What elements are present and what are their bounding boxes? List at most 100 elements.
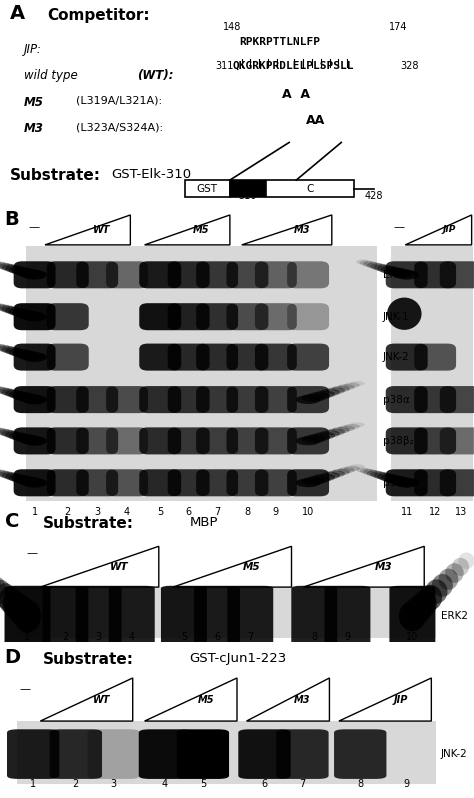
FancyBboxPatch shape bbox=[14, 303, 55, 330]
FancyBboxPatch shape bbox=[196, 386, 238, 413]
Ellipse shape bbox=[0, 346, 15, 352]
Ellipse shape bbox=[425, 579, 447, 603]
Text: Competitor:: Competitor: bbox=[47, 8, 150, 23]
Text: 7: 7 bbox=[299, 779, 306, 788]
FancyBboxPatch shape bbox=[17, 587, 436, 638]
Text: (L323A/S324A):: (L323A/S324A): bbox=[76, 122, 163, 132]
Ellipse shape bbox=[344, 466, 360, 471]
Text: 5: 5 bbox=[181, 632, 187, 642]
Polygon shape bbox=[145, 678, 237, 721]
FancyBboxPatch shape bbox=[139, 729, 191, 779]
Text: A  A: A A bbox=[282, 88, 310, 101]
Ellipse shape bbox=[1, 346, 19, 354]
FancyBboxPatch shape bbox=[76, 469, 118, 496]
Ellipse shape bbox=[15, 434, 38, 443]
Ellipse shape bbox=[356, 259, 368, 264]
Text: Substrate:: Substrate: bbox=[43, 652, 134, 667]
Text: —: — bbox=[28, 222, 39, 232]
Text: 3: 3 bbox=[96, 632, 101, 642]
Ellipse shape bbox=[22, 312, 47, 322]
FancyBboxPatch shape bbox=[177, 729, 229, 779]
Ellipse shape bbox=[432, 574, 453, 597]
Text: 4: 4 bbox=[129, 632, 135, 642]
Ellipse shape bbox=[0, 262, 6, 267]
Ellipse shape bbox=[405, 595, 431, 624]
Ellipse shape bbox=[0, 260, 1, 266]
Text: 311: 311 bbox=[216, 61, 234, 71]
FancyBboxPatch shape bbox=[7, 729, 59, 779]
Ellipse shape bbox=[12, 309, 33, 318]
Text: (WT):: (WT): bbox=[137, 69, 174, 82]
Ellipse shape bbox=[314, 474, 335, 481]
Ellipse shape bbox=[360, 468, 373, 474]
FancyBboxPatch shape bbox=[185, 180, 230, 197]
Text: 11: 11 bbox=[401, 507, 413, 517]
FancyBboxPatch shape bbox=[440, 469, 474, 496]
Text: 328: 328 bbox=[401, 61, 419, 71]
FancyBboxPatch shape bbox=[168, 344, 210, 370]
FancyBboxPatch shape bbox=[386, 344, 428, 370]
Ellipse shape bbox=[15, 393, 38, 401]
FancyBboxPatch shape bbox=[168, 469, 210, 496]
Ellipse shape bbox=[0, 302, 1, 307]
FancyBboxPatch shape bbox=[14, 344, 55, 370]
Ellipse shape bbox=[22, 395, 47, 405]
FancyBboxPatch shape bbox=[196, 261, 238, 288]
Ellipse shape bbox=[394, 478, 419, 488]
Text: 148: 148 bbox=[223, 22, 241, 33]
Text: —: — bbox=[19, 685, 30, 694]
Text: M3: M3 bbox=[24, 122, 44, 135]
Ellipse shape bbox=[19, 477, 42, 486]
FancyBboxPatch shape bbox=[292, 586, 337, 646]
Ellipse shape bbox=[302, 393, 325, 402]
FancyBboxPatch shape bbox=[414, 386, 456, 413]
Ellipse shape bbox=[377, 473, 396, 480]
Ellipse shape bbox=[387, 268, 410, 277]
FancyBboxPatch shape bbox=[139, 344, 181, 370]
Ellipse shape bbox=[314, 432, 335, 439]
FancyBboxPatch shape bbox=[287, 428, 329, 454]
Ellipse shape bbox=[0, 469, 6, 475]
FancyBboxPatch shape bbox=[14, 469, 55, 496]
Ellipse shape bbox=[1, 264, 19, 271]
Ellipse shape bbox=[419, 585, 442, 610]
FancyBboxPatch shape bbox=[50, 729, 102, 779]
Text: 5: 5 bbox=[157, 507, 164, 517]
FancyBboxPatch shape bbox=[287, 469, 329, 496]
FancyBboxPatch shape bbox=[255, 469, 297, 496]
Ellipse shape bbox=[19, 269, 42, 279]
Ellipse shape bbox=[9, 433, 28, 440]
Text: JIP:: JIP: bbox=[24, 43, 42, 56]
Text: 6: 6 bbox=[262, 779, 267, 788]
Text: 9: 9 bbox=[273, 507, 279, 517]
Text: 174: 174 bbox=[389, 22, 407, 33]
Ellipse shape bbox=[381, 267, 401, 274]
FancyBboxPatch shape bbox=[161, 586, 207, 646]
Ellipse shape bbox=[0, 344, 6, 350]
FancyBboxPatch shape bbox=[76, 386, 118, 413]
Text: B: B bbox=[5, 211, 19, 230]
FancyBboxPatch shape bbox=[47, 386, 89, 413]
Ellipse shape bbox=[12, 433, 33, 441]
FancyBboxPatch shape bbox=[238, 729, 291, 779]
Text: ERK2: ERK2 bbox=[383, 270, 410, 280]
FancyBboxPatch shape bbox=[287, 261, 329, 288]
Ellipse shape bbox=[0, 345, 10, 351]
Text: WT: WT bbox=[93, 225, 110, 235]
FancyBboxPatch shape bbox=[287, 344, 329, 370]
Ellipse shape bbox=[5, 390, 24, 397]
FancyBboxPatch shape bbox=[414, 344, 456, 370]
Ellipse shape bbox=[6, 593, 31, 623]
Polygon shape bbox=[339, 678, 431, 721]
Ellipse shape bbox=[374, 264, 392, 271]
Ellipse shape bbox=[0, 303, 6, 309]
Ellipse shape bbox=[0, 573, 1, 595]
FancyBboxPatch shape bbox=[227, 469, 268, 496]
Text: JIP: JIP bbox=[393, 694, 408, 705]
Text: JNK-2: JNK-2 bbox=[441, 749, 467, 759]
Ellipse shape bbox=[0, 580, 11, 604]
FancyBboxPatch shape bbox=[139, 386, 181, 413]
FancyBboxPatch shape bbox=[139, 428, 181, 454]
FancyBboxPatch shape bbox=[47, 469, 89, 496]
Ellipse shape bbox=[384, 475, 405, 484]
